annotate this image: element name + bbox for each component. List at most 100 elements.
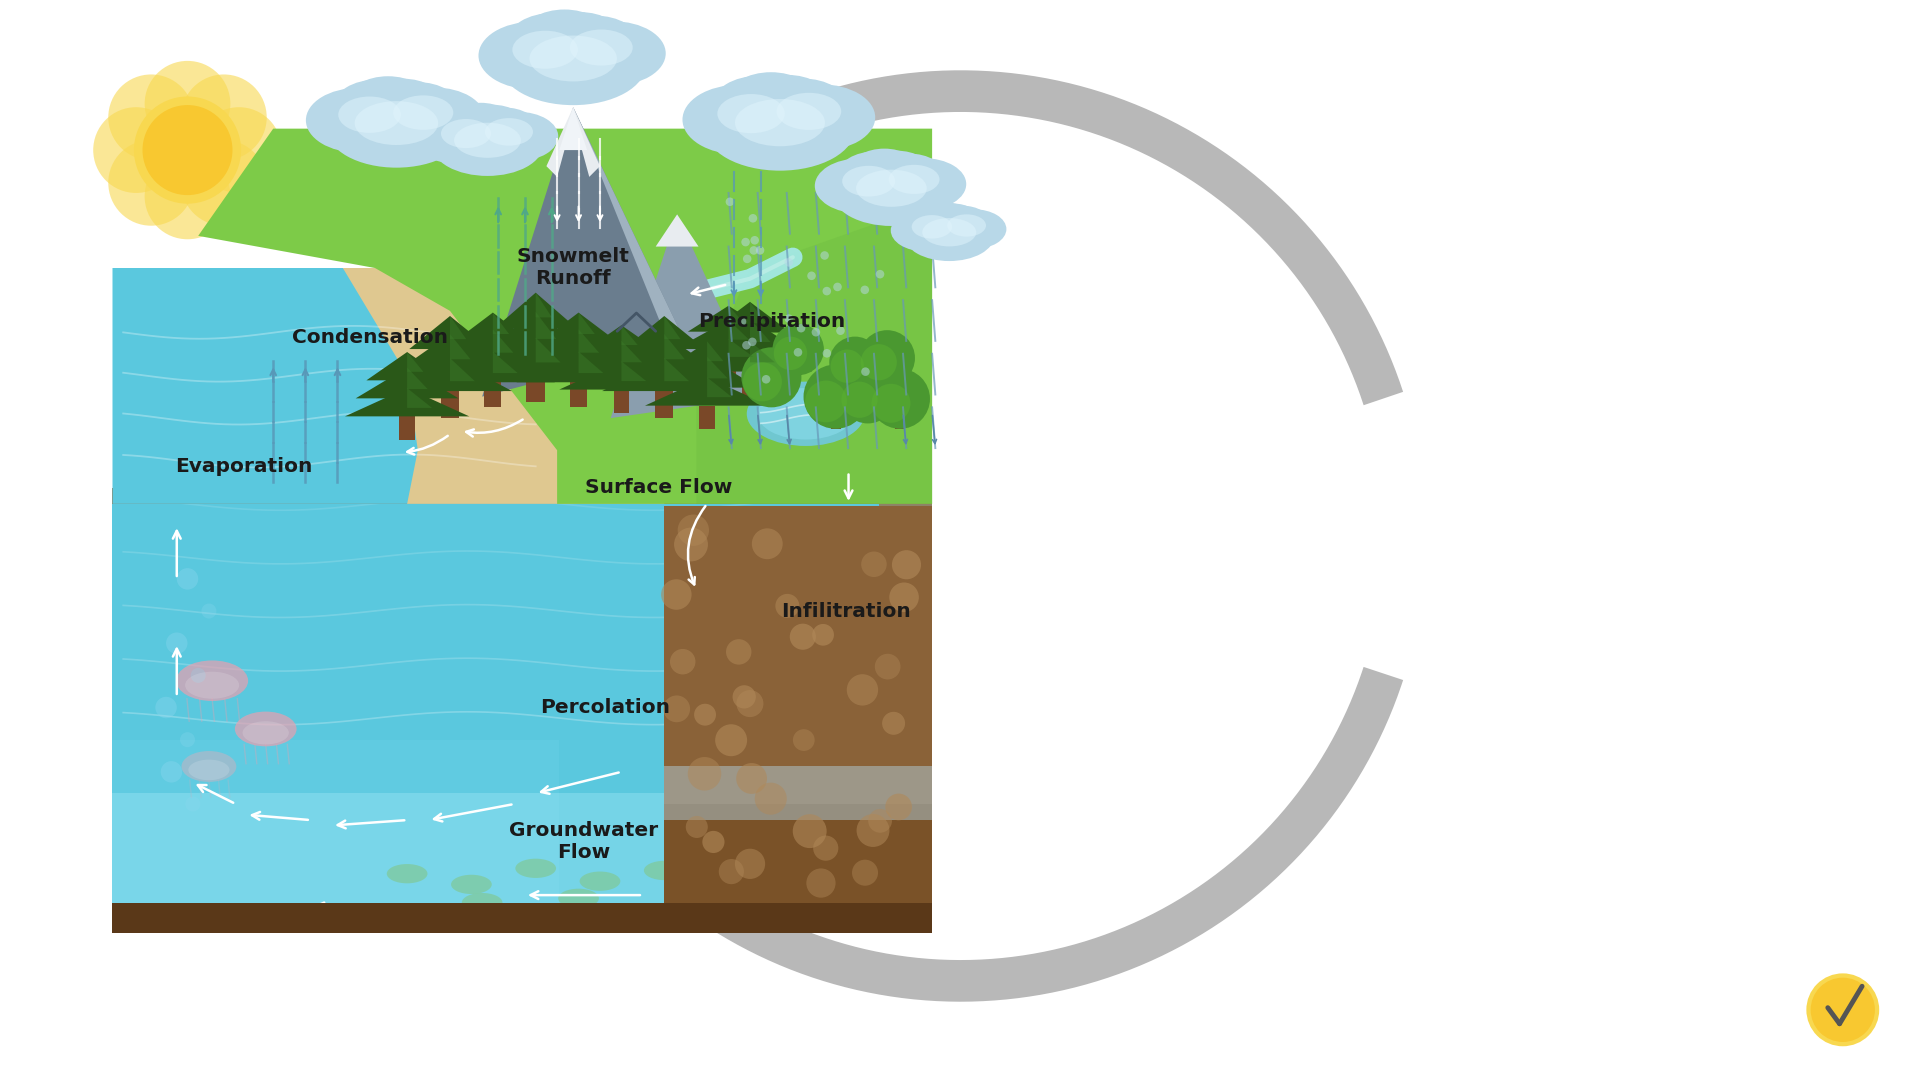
Polygon shape bbox=[620, 325, 638, 345]
Polygon shape bbox=[494, 352, 517, 373]
Polygon shape bbox=[482, 107, 686, 397]
Circle shape bbox=[793, 348, 803, 357]
Circle shape bbox=[742, 347, 801, 407]
Polygon shape bbox=[864, 410, 872, 423]
Ellipse shape bbox=[513, 31, 578, 69]
Polygon shape bbox=[388, 358, 513, 391]
Ellipse shape bbox=[717, 94, 786, 133]
Circle shape bbox=[807, 868, 836, 897]
Ellipse shape bbox=[242, 721, 288, 744]
Circle shape bbox=[751, 236, 759, 244]
Polygon shape bbox=[451, 313, 534, 343]
Text: Groundwater
Flow: Groundwater Flow bbox=[509, 821, 659, 862]
Ellipse shape bbox=[334, 79, 421, 133]
Circle shape bbox=[181, 74, 267, 160]
Polygon shape bbox=[572, 107, 686, 343]
Circle shape bbox=[678, 515, 709, 546]
Polygon shape bbox=[450, 358, 474, 382]
Circle shape bbox=[861, 344, 897, 381]
Circle shape bbox=[776, 594, 799, 617]
Ellipse shape bbox=[580, 872, 620, 891]
Polygon shape bbox=[613, 334, 717, 370]
Ellipse shape bbox=[523, 10, 607, 61]
Circle shape bbox=[861, 285, 868, 294]
Circle shape bbox=[803, 364, 868, 429]
Circle shape bbox=[196, 107, 282, 193]
Polygon shape bbox=[342, 268, 665, 504]
Circle shape bbox=[736, 763, 766, 794]
Circle shape bbox=[763, 375, 770, 384]
Circle shape bbox=[743, 254, 751, 263]
Ellipse shape bbox=[375, 83, 459, 133]
Polygon shape bbox=[496, 293, 576, 328]
Polygon shape bbox=[665, 766, 932, 820]
Polygon shape bbox=[367, 352, 448, 381]
Ellipse shape bbox=[757, 388, 855, 440]
Circle shape bbox=[661, 579, 692, 610]
Circle shape bbox=[859, 330, 914, 386]
Polygon shape bbox=[895, 414, 905, 429]
Polygon shape bbox=[517, 352, 642, 383]
Polygon shape bbox=[571, 341, 672, 372]
Circle shape bbox=[743, 362, 782, 401]
Polygon shape bbox=[697, 204, 932, 504]
Polygon shape bbox=[559, 361, 684, 389]
Circle shape bbox=[886, 793, 912, 820]
Ellipse shape bbox=[478, 111, 559, 161]
Ellipse shape bbox=[709, 878, 749, 897]
Polygon shape bbox=[667, 341, 747, 370]
Circle shape bbox=[793, 729, 815, 751]
Circle shape bbox=[108, 74, 194, 160]
Polygon shape bbox=[113, 903, 932, 933]
Polygon shape bbox=[728, 339, 753, 357]
Polygon shape bbox=[624, 316, 705, 349]
Ellipse shape bbox=[188, 760, 229, 780]
Polygon shape bbox=[494, 329, 513, 353]
Text: Condensation: Condensation bbox=[292, 328, 448, 347]
Circle shape bbox=[732, 685, 755, 709]
Polygon shape bbox=[722, 364, 736, 386]
Polygon shape bbox=[620, 361, 645, 381]
Ellipse shape bbox=[438, 105, 507, 148]
Circle shape bbox=[891, 550, 920, 579]
Circle shape bbox=[813, 624, 834, 645]
Polygon shape bbox=[878, 504, 932, 525]
Polygon shape bbox=[665, 506, 932, 903]
Circle shape bbox=[1806, 973, 1879, 1046]
Circle shape bbox=[674, 527, 709, 562]
Ellipse shape bbox=[713, 76, 805, 133]
Ellipse shape bbox=[918, 202, 970, 234]
Ellipse shape bbox=[515, 859, 555, 878]
Polygon shape bbox=[665, 804, 932, 903]
Polygon shape bbox=[749, 318, 770, 342]
Ellipse shape bbox=[338, 96, 401, 133]
Polygon shape bbox=[742, 372, 759, 397]
Ellipse shape bbox=[177, 660, 248, 701]
Circle shape bbox=[742, 238, 749, 247]
Polygon shape bbox=[536, 312, 557, 339]
Ellipse shape bbox=[448, 103, 513, 143]
Polygon shape bbox=[699, 318, 801, 352]
Ellipse shape bbox=[559, 889, 599, 908]
Circle shape bbox=[736, 849, 765, 879]
Polygon shape bbox=[407, 368, 428, 389]
Ellipse shape bbox=[930, 204, 978, 234]
Ellipse shape bbox=[864, 151, 930, 191]
Polygon shape bbox=[665, 334, 684, 359]
Circle shape bbox=[841, 382, 878, 418]
Circle shape bbox=[749, 247, 759, 255]
Ellipse shape bbox=[857, 169, 926, 207]
Circle shape bbox=[686, 816, 707, 838]
Ellipse shape bbox=[882, 159, 966, 210]
Polygon shape bbox=[494, 313, 509, 334]
Polygon shape bbox=[676, 319, 780, 348]
Circle shape bbox=[868, 809, 891, 833]
Circle shape bbox=[882, 712, 905, 734]
Circle shape bbox=[202, 604, 217, 619]
Circle shape bbox=[822, 287, 832, 296]
Ellipse shape bbox=[891, 209, 959, 251]
Polygon shape bbox=[665, 358, 690, 382]
Polygon shape bbox=[536, 293, 551, 317]
Circle shape bbox=[142, 105, 232, 195]
Circle shape bbox=[874, 654, 901, 680]
